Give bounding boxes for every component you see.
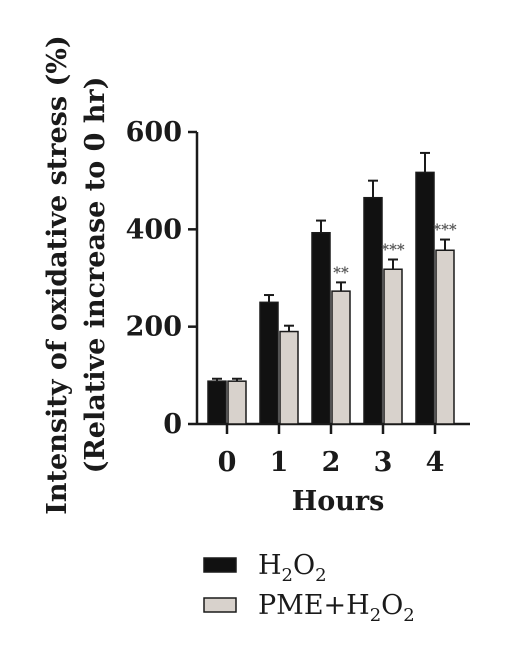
x-tick-label: 2 (322, 447, 341, 478)
legend-swatch (203, 597, 237, 613)
bar-h2o2 (415, 171, 435, 425)
legend-label: PME+H2O2 (258, 590, 415, 626)
x-axis-title: Hours (292, 486, 385, 517)
bar-pme-h2o2 (383, 268, 403, 425)
y-axis-title: Intensity of oxidative stress (%) (42, 35, 73, 514)
x-tick-label: 0 (218, 447, 237, 478)
bar-h2o2 (207, 380, 227, 425)
legend-swatch (203, 557, 237, 573)
significance-label: ** (333, 263, 349, 281)
bar-pme-h2o2 (435, 249, 455, 425)
bar-pme-h2o2 (279, 330, 299, 425)
bar-h2o2 (363, 196, 383, 425)
y-tick-label: 600 (126, 117, 182, 148)
y-axis-subtitle: (Relative increase to 0 hr) (80, 77, 111, 474)
legend-label: H2O2 (258, 550, 327, 586)
y-tick-label: 200 (126, 312, 182, 343)
x-tick-label: 1 (270, 447, 289, 478)
y-tick-label: 0 (163, 409, 182, 440)
bar-h2o2 (259, 301, 279, 425)
significance-label: *** (433, 221, 457, 239)
significance-label: *** (381, 241, 405, 259)
x-tick-label: 3 (374, 447, 393, 478)
x-tick-label: 4 (426, 447, 445, 478)
bar-pme-h2o2 (331, 290, 351, 425)
y-tick-label: 400 (126, 214, 182, 245)
bar-pme-h2o2 (227, 380, 247, 425)
bar-h2o2 (311, 231, 331, 425)
